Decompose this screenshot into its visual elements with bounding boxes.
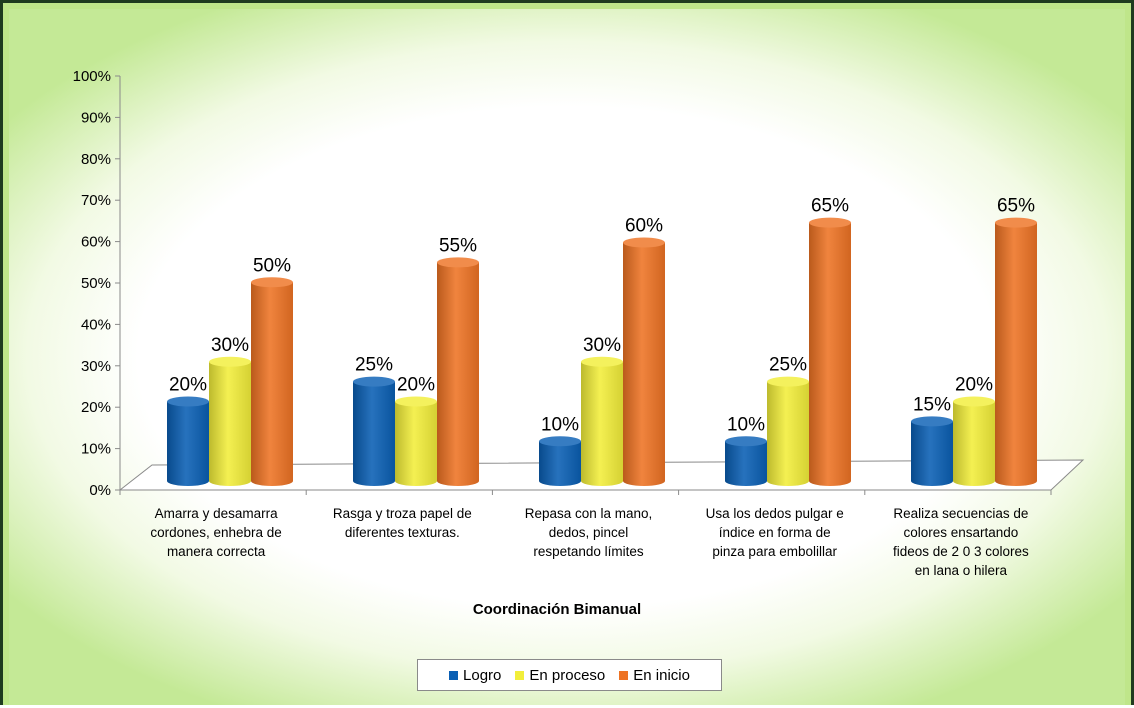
bar-en-proceso: [395, 396, 437, 486]
bar-logro: [539, 436, 581, 486]
data-label: 25%: [355, 355, 393, 376]
bar-en-inicio: [437, 257, 479, 486]
bar-body: [623, 242, 665, 486]
bar-body: [437, 262, 479, 486]
bar-body: [911, 421, 953, 486]
data-label: 50%: [253, 255, 291, 276]
data-label: 20%: [955, 375, 993, 396]
legend-label: En inicio: [633, 666, 690, 684]
y-tick-label: 40%: [81, 316, 111, 333]
y-tick-label: 20%: [81, 399, 111, 416]
bar-cap: [167, 396, 209, 407]
bar-logro: [167, 396, 209, 486]
data-label: 10%: [727, 414, 765, 435]
legend-swatch: [619, 670, 629, 680]
bar-body: [581, 361, 623, 486]
bar-en-inicio: [623, 237, 665, 486]
category-label: Repasa con la mano, dedos, pincel respetan…: [525, 506, 653, 559]
legend-label: En proceso: [529, 666, 606, 684]
bar-body: [167, 401, 209, 486]
bar-cap: [395, 396, 437, 407]
bar-cap: [209, 356, 251, 367]
bar-body: [995, 222, 1037, 486]
bars: [167, 217, 1037, 486]
data-label: 10%: [541, 414, 579, 435]
legend-swatch: [449, 670, 459, 680]
bar-body: [353, 381, 395, 486]
y-tick-label: 0%: [89, 482, 111, 499]
data-label: 65%: [997, 196, 1035, 217]
bar-cap: [539, 436, 581, 447]
data-label: 65%: [811, 196, 849, 217]
category-label: Usa los dedos pulgar e índice en forma de…: [706, 506, 844, 559]
legend-item: Logro: [449, 667, 501, 684]
category-label: Realiza secuencias de colores ensartando f…: [893, 506, 1029, 578]
bar-cap: [809, 217, 851, 228]
category-label: Amarra y desamarra cordones, enhebra de ma…: [150, 506, 281, 559]
legend-item: En proceso: [515, 667, 605, 684]
bar-body: [539, 441, 581, 486]
bar-logro: [353, 376, 395, 486]
y-tick-label: 100%: [73, 68, 111, 85]
bar-logro: [911, 416, 953, 486]
legend-item: En inicio: [619, 667, 690, 684]
data-label: 20%: [169, 375, 207, 396]
bar-cap: [251, 277, 293, 288]
bar-cap: [995, 217, 1037, 228]
bar-en-inicio: [251, 277, 293, 486]
bar-body: [725, 441, 767, 486]
y-tick-label: 30%: [81, 358, 111, 375]
bar-cap: [767, 376, 809, 387]
data-label: 60%: [625, 216, 663, 237]
bar-cap: [623, 237, 665, 248]
y-axis: 0% 10% 20% 30% 40% 50% 60% 70% 80% 90% 100%: [73, 68, 121, 499]
legend-label: Logro: [463, 666, 502, 684]
data-label: 30%: [211, 335, 249, 356]
bar-cap: [437, 257, 479, 268]
bar-cap: [353, 376, 395, 387]
bar-en-proceso: [767, 376, 809, 486]
data-labels: 20%30%50%25%20%55%10%30%60%10%25%65%15%2…: [169, 196, 1035, 436]
category-label: Rasga y troza papel de diferentes textura…: [333, 506, 472, 540]
bar-chart: 0%10%20%30%40%50%60%70%80%90%100% 20%30%…: [73, 68, 1085, 618]
data-label: 20%: [397, 375, 435, 396]
data-label: 55%: [439, 235, 477, 256]
data-label: 15%: [913, 394, 951, 415]
legend: Logro En proceso En inicio: [417, 659, 722, 691]
bar-cap: [953, 396, 995, 407]
bar-cap: [725, 436, 767, 447]
bar-en-proceso: [953, 396, 995, 486]
x-axis-title: Coordinación Bimanual: [473, 601, 641, 618]
y-tick-label: 90%: [81, 109, 111, 126]
data-label: 25%: [769, 355, 807, 376]
bar-body: [395, 401, 437, 486]
bar-cap: [581, 356, 623, 367]
bar-en-inicio: [809, 217, 851, 486]
y-tick-label: 10%: [81, 441, 111, 458]
bar-body: [767, 381, 809, 486]
bar-en-proceso: [209, 356, 251, 486]
y-tick-label: 50%: [81, 275, 111, 292]
bar-body: [953, 401, 995, 486]
bar-body: [809, 222, 851, 486]
bar-cap: [911, 416, 953, 427]
category-labels: Amarra y desamarra cordones, enhebra de ma…: [150, 506, 1029, 578]
bar-body: [251, 282, 293, 486]
y-tick-label: 70%: [81, 192, 111, 209]
legend-swatch: [515, 670, 525, 680]
bar-body: [209, 361, 251, 486]
data-label: 30%: [583, 335, 621, 356]
bar-en-proceso: [581, 356, 623, 486]
bar-en-inicio: [995, 217, 1037, 486]
y-tick-label: 60%: [81, 234, 111, 251]
chart-background: [9, 9, 1125, 705]
y-tick-label: 80%: [81, 151, 111, 168]
bar-logro: [725, 436, 767, 486]
